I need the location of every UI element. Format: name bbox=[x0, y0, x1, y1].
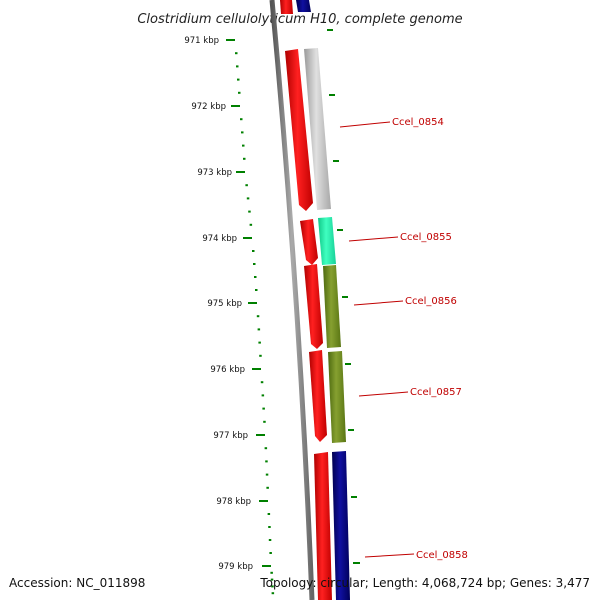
gene-labels: Ccel_0854 Ccel_0855 Ccel_0856 Ccel_0857 … bbox=[339, 117, 468, 561]
ruler-minor-ticks bbox=[235, 52, 275, 595]
ruler-mark-979: 979 kbp bbox=[218, 562, 271, 572]
cds-arrow bbox=[309, 350, 327, 442]
gene-label-ccel-0854[interactable]: Ccel_0854 bbox=[339, 117, 444, 128]
ruler-mark-972: 972 kbp bbox=[191, 102, 240, 112]
ruler-mark-976: 976 kbp bbox=[210, 365, 261, 375]
ruler-mark-973: 973 kbp bbox=[197, 168, 245, 178]
feature-track-ticks bbox=[327, 29, 360, 564]
genome-title: Clostridium cellulolyticum H10, complete… bbox=[137, 12, 462, 27]
gene-block-ccel-0854 bbox=[304, 48, 331, 210]
leader-line bbox=[364, 553, 415, 558]
leader-line bbox=[358, 391, 409, 397]
ruler-label: 976 kbp bbox=[210, 365, 245, 375]
ruler: 971 kbp 972 kbp 973 kbp 974 kbp 975 kbp … bbox=[184, 36, 271, 572]
gene-label-text[interactable]: Ccel_0854 bbox=[392, 117, 444, 128]
ruler-mark-975: 975 kbp bbox=[207, 299, 257, 309]
gene-block-ccel-0856 bbox=[323, 265, 341, 348]
ruler-label: 979 kbp bbox=[218, 562, 253, 572]
cds-arrow bbox=[314, 452, 332, 600]
gene-block-ccel-0858 bbox=[332, 451, 350, 600]
ruler-mark-971: 971 kbp bbox=[184, 36, 235, 46]
ruler-label: 971 kbp bbox=[184, 36, 219, 46]
gene-label-text[interactable]: Ccel_0858 bbox=[416, 550, 468, 561]
gene-label-text[interactable]: Ccel_0855 bbox=[400, 232, 452, 243]
leader-line bbox=[353, 300, 404, 306]
genome-summary-text: Topology: circular; Length: 4,068,724 bp… bbox=[259, 576, 590, 590]
ruler-label: 974 kbp bbox=[202, 234, 237, 244]
accession-text: Accession: NC_011898 bbox=[9, 576, 145, 590]
cds-arrow bbox=[300, 219, 318, 265]
cds-arrow bbox=[304, 264, 323, 349]
ruler-mark-974: 974 kbp bbox=[202, 234, 252, 244]
ruler-label: 978 kbp bbox=[216, 497, 251, 507]
gene-label-ccel-0855[interactable]: Ccel_0855 bbox=[348, 232, 452, 243]
gene-label-ccel-0856[interactable]: Ccel_0856 bbox=[353, 296, 457, 307]
gene-block-top bbox=[296, 0, 311, 12]
gene-label-ccel-0858[interactable]: Ccel_0858 bbox=[364, 550, 468, 561]
ruler-label: 972 kbp bbox=[191, 102, 226, 112]
cds-track bbox=[280, 0, 332, 600]
gene-label-ccel-0857[interactable]: Ccel_0857 bbox=[358, 387, 462, 398]
cds-arrow bbox=[280, 0, 293, 14]
ruler-label: 973 kbp bbox=[197, 168, 232, 178]
ruler-mark-978: 978 kbp bbox=[216, 497, 268, 507]
gene-block-ccel-0855 bbox=[318, 217, 336, 265]
cds-arrow bbox=[285, 49, 313, 211]
ruler-mark-977: 977 kbp bbox=[213, 431, 265, 441]
gene-label-text[interactable]: Ccel_0857 bbox=[410, 387, 462, 398]
ruler-label: 977 kbp bbox=[213, 431, 248, 441]
gene-track bbox=[296, 0, 350, 600]
gene-block-ccel-0857 bbox=[328, 351, 346, 443]
backbone-line bbox=[269, 0, 315, 600]
leader-line bbox=[348, 236, 399, 242]
ruler-label: 975 kbp bbox=[207, 299, 242, 309]
leader-line bbox=[339, 121, 391, 128]
gene-label-text[interactable]: Ccel_0856 bbox=[405, 296, 457, 307]
